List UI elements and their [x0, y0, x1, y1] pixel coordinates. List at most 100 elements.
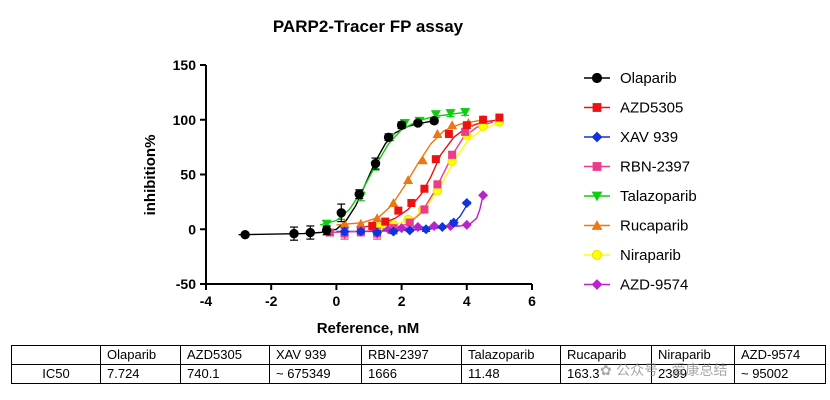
point-rbn-2397 [448, 150, 457, 159]
point-xav-939 [437, 222, 448, 233]
point-olaparib [429, 116, 439, 126]
point-azd-9574 [396, 223, 407, 234]
legend-label-niraparib: Niraparib [620, 247, 681, 264]
ic50-table: Olaparib AZD5305 XAV 939 RBN-2397 Talazo… [11, 345, 826, 384]
point-olaparib [305, 227, 316, 238]
point-azd5305 [368, 221, 377, 230]
point-azd-9574 [461, 219, 472, 230]
point-olaparib [370, 158, 381, 169]
point-rbn-2397 [433, 180, 442, 189]
table-header-cell: AZD5305 [180, 345, 270, 365]
point-xav-939 [461, 197, 472, 208]
table-header-cell: XAV 939 [269, 345, 362, 365]
legend-marker-rbn-2397 [592, 162, 602, 171]
legend-marker-olaparib [591, 72, 603, 84]
legend-marker-azd5305 [592, 103, 602, 112]
legend-marker-azd-9574 [591, 279, 603, 290]
point-xav-939 [404, 225, 415, 236]
point-talazoparib [445, 109, 456, 119]
point-azd5305 [462, 121, 471, 130]
point-azd5305 [394, 206, 403, 215]
point-olaparib [413, 118, 423, 128]
table-header-cell: Rucaparib [560, 345, 652, 365]
point-talazoparib [321, 219, 332, 229]
table-header-cell [11, 345, 101, 365]
chart-axes: -4 -2 0 2 4 6 -50 0 50 100 150 [173, 57, 536, 309]
y-tick-label: 100 [173, 112, 197, 128]
point-xav-939 [421, 224, 432, 235]
legend-marker-xav-939 [591, 131, 603, 143]
legend-marker-talazoparib [591, 191, 603, 202]
point-olaparib [289, 228, 299, 239]
point-rucaparib [403, 174, 414, 184]
legend: Olaparib AZD5305 XAV 939 RBN-2397 Talazopari… [584, 70, 697, 294]
point-talazoparib [430, 110, 441, 120]
table-cell: 740.1 [180, 364, 270, 384]
y-axis-label: inhibition% [142, 135, 159, 216]
point-olaparib [354, 189, 364, 199]
point-olaparib [383, 132, 394, 142]
point-rbn-2397 [461, 127, 470, 136]
point-rucaparib [447, 120, 458, 130]
fit-curve-rucaparib [336, 119, 484, 226]
table-cell: 2399 [651, 364, 735, 384]
table-cell: 11.48 [461, 364, 561, 384]
fit-curve-talazoparib [319, 111, 467, 226]
table-cell: 7.724 [100, 364, 181, 384]
table-cell: ~ 675349 [269, 364, 362, 384]
y-tick-label: -50 [176, 276, 196, 292]
table-header-cell: Talazoparib [461, 345, 561, 365]
x-tick-label: 4 [463, 293, 471, 309]
legend-marker-rucaparib [591, 220, 603, 230]
watermark: ✿ 公众号 · 爱康总结 [600, 363, 728, 379]
point-rbn-2397 [420, 205, 429, 214]
x-tick-label: 2 [398, 293, 406, 309]
point-azd-9574 [429, 220, 440, 231]
y-tick-label: 150 [173, 57, 197, 73]
legend-label-talazoparib: Talazoparib [620, 188, 697, 205]
legend-label-rbn-2397: RBN-2397 [620, 159, 690, 176]
point-azd5305 [444, 129, 453, 138]
point-xav-939 [339, 226, 350, 237]
x-tick-label: -2 [265, 293, 278, 309]
x-axis-label: Reference, nM [317, 320, 420, 337]
legend-label-olaparib: Olaparib [620, 70, 677, 87]
table-row-label: IC50 [11, 364, 101, 384]
legend-label-rucaparib: Rucaparib [620, 218, 688, 235]
point-olaparib [396, 120, 407, 130]
point-rucaparib [432, 128, 443, 138]
point-azd5305 [431, 155, 440, 164]
table-header-cell: Olaparib [100, 345, 181, 365]
point-rucaparib [339, 218, 350, 228]
table-header-cell: RBN-2397 [361, 345, 462, 365]
legend-label-xav-939: XAV 939 [620, 129, 678, 146]
point-rucaparib [388, 197, 399, 207]
point-olaparib [321, 225, 332, 236]
table-row: IC50 7.724 740.1 ~ 675349 1666 11.48 163… [11, 364, 826, 384]
point-xav-939 [448, 217, 459, 228]
point-azd5305 [495, 113, 504, 122]
point-azd5305 [420, 184, 429, 193]
point-azd5305 [407, 198, 416, 207]
point-rucaparib [417, 155, 428, 165]
point-talazoparib [460, 108, 471, 118]
x-tick-label: 0 [333, 293, 341, 309]
point-xav-939 [372, 227, 383, 238]
point-rbn-2397 [405, 218, 414, 227]
x-tick-label: 6 [528, 293, 536, 309]
point-azd-9574 [478, 190, 489, 201]
table-header-row: Olaparib AZD5305 XAV 939 RBN-2397 Talazo… [11, 345, 826, 365]
chart-title: PARP2-Tracer FP assay [273, 17, 464, 36]
legend-label-azd5305: AZD5305 [620, 100, 683, 117]
point-olaparib [336, 208, 346, 218]
point-azd5305 [479, 115, 488, 124]
point-azd5305 [381, 217, 390, 226]
table-cell: 163.3 [560, 364, 652, 384]
table-cell: ~ 95002 [734, 364, 826, 384]
point-rucaparib [355, 218, 366, 228]
legend-label-azd-9574: AZD-9574 [620, 277, 688, 294]
point-rucaparib [372, 213, 383, 223]
x-tick-label: -4 [200, 293, 213, 309]
table-cell: 1666 [361, 364, 462, 384]
point-olaparib [240, 230, 250, 240]
